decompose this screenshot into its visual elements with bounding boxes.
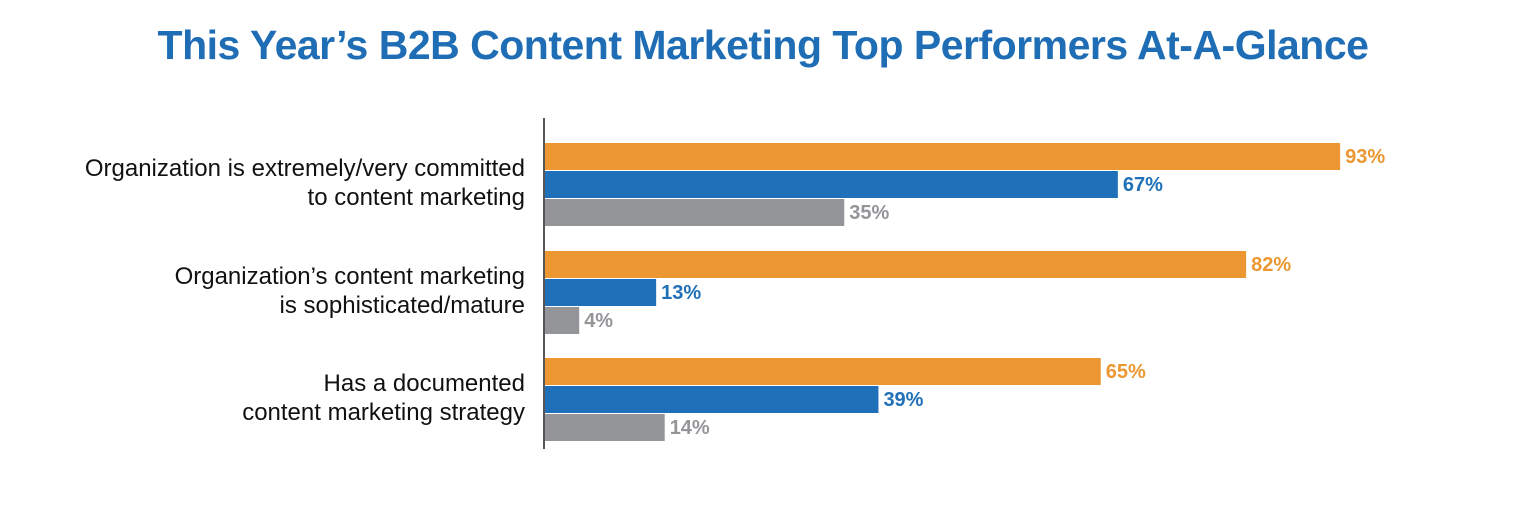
chart-title: This Year’s B2B Content Marketing Top Pe… bbox=[157, 22, 1369, 68]
category-label: to content marketing bbox=[308, 184, 525, 211]
bar bbox=[545, 279, 657, 306]
category-label: is sophisticated/mature bbox=[280, 292, 525, 319]
category-label: Has a documented bbox=[324, 370, 525, 397]
bar bbox=[545, 386, 879, 413]
bar bbox=[545, 414, 665, 441]
bar bbox=[545, 143, 1341, 170]
bar bbox=[545, 171, 1118, 198]
bar bbox=[545, 358, 1101, 385]
category-label: Organization’s content marketing bbox=[175, 263, 525, 290]
bar bbox=[545, 251, 1247, 278]
bar bbox=[545, 307, 580, 334]
data-label: 13% bbox=[661, 282, 701, 304]
data-label: 82% bbox=[1251, 254, 1291, 276]
category-label: Organization is extremely/very committed bbox=[85, 155, 525, 182]
data-label: 93% bbox=[1345, 146, 1385, 168]
data-label: 65% bbox=[1106, 361, 1146, 383]
category-label: content marketing strategy bbox=[242, 399, 525, 426]
bar bbox=[545, 199, 845, 226]
data-label: 35% bbox=[849, 202, 889, 224]
data-label: 67% bbox=[1123, 174, 1163, 196]
data-label: 39% bbox=[883, 389, 923, 411]
data-label: 14% bbox=[670, 417, 710, 439]
data-label: 4% bbox=[584, 310, 613, 332]
